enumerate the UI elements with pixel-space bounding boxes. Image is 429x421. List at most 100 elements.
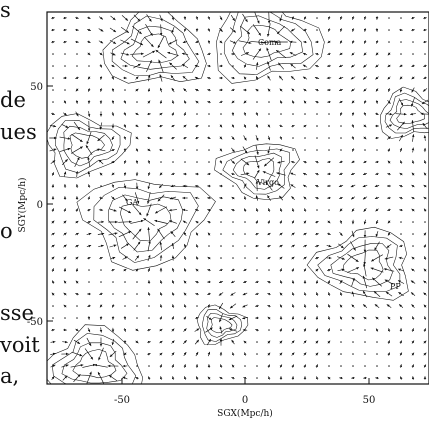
velocity-zero-dot: [316, 209, 318, 211]
velocity-arrow: [387, 328, 391, 332]
velocity-arrow: [339, 16, 343, 20]
velocity-arrow: [167, 51, 179, 56]
velocity-arrow: [279, 352, 283, 356]
velocity-arrow: [99, 52, 103, 56]
velocity-arrow: [383, 268, 395, 272]
velocity-arrow: [400, 160, 403, 164]
velocity-arrow: [73, 121, 81, 131]
velocity-arrow: [385, 124, 393, 128]
velocity-arrow: [351, 160, 355, 164]
velocity-zero-dot: [208, 161, 210, 163]
velocity-zero-dot: [256, 269, 258, 271]
velocity-arrow: [51, 244, 55, 248]
velocity-zero-dot: [364, 329, 366, 331]
velocity-arrow: [279, 148, 283, 152]
velocity-arrow: [195, 268, 199, 272]
velocity-arrow: [243, 100, 247, 104]
velocity-arrow: [279, 14, 283, 22]
velocity-zero-dot: [88, 65, 90, 67]
velocity-arrow: [231, 172, 235, 176]
density-contour-line: [63, 125, 113, 167]
velocity-zero-dot: [268, 113, 270, 115]
velocity-arrow: [339, 52, 343, 56]
velocity-arrow: [130, 38, 144, 46]
velocity-arrow: [59, 147, 71, 152]
velocity-arrow: [267, 316, 271, 320]
velocity-arrow: [303, 100, 307, 104]
velocity-zero-dot: [256, 257, 258, 259]
velocity-arrow: [111, 111, 115, 117]
velocity-zero-dot: [412, 245, 414, 247]
velocity-arrow: [279, 208, 283, 212]
density-contour-line: [389, 99, 429, 129]
velocity-arrow: [423, 208, 427, 212]
velocity-arrow: [262, 171, 276, 177]
velocity-arrow: [143, 218, 155, 226]
density-contour-line: [210, 317, 233, 334]
velocity-arrow: [279, 256, 283, 260]
velocity-arrow: [339, 279, 343, 285]
velocity-arrow: [111, 304, 115, 308]
velocity-arrow: [339, 231, 343, 237]
velocity-arrow: [363, 88, 367, 92]
velocity-arrow: [375, 76, 379, 80]
velocity-arrow: [157, 228, 165, 240]
velocity-arrow: [171, 267, 175, 273]
velocity-arrow: [86, 371, 92, 384]
velocity-arrow: [362, 275, 368, 289]
velocity-arrow: [423, 280, 427, 284]
velocity-arrow: [219, 15, 223, 21]
velocity-zero-dot: [148, 305, 150, 307]
velocity-arrow: [194, 328, 200, 332]
y-tick-label: 50: [30, 82, 43, 93]
velocity-zero-dot: [340, 353, 342, 355]
velocity-zero-dot: [52, 101, 54, 103]
velocity-zero-dot: [76, 53, 78, 55]
velocity-arrow: [120, 52, 130, 56]
velocity-arrow: [183, 88, 187, 92]
velocity-arrow: [267, 352, 271, 356]
velocity-arrow: [183, 136, 187, 140]
velocity-zero-dot: [268, 101, 270, 103]
density-contour-line: [111, 15, 200, 76]
velocity-arrow: [159, 280, 163, 284]
velocity-arrow: [228, 328, 238, 332]
velocity-arrow: [135, 268, 139, 272]
velocity-arrow: [182, 208, 188, 212]
velocity-arrow: [183, 316, 187, 320]
velocity-arrow: [146, 14, 152, 22]
velocity-arrow: [363, 112, 366, 116]
velocity-arrow: [171, 376, 175, 380]
velocity-zero-dot: [76, 317, 78, 319]
velocity-arrow: [111, 148, 115, 152]
density-contour-line: [214, 143, 300, 200]
velocity-arrow: [51, 16, 55, 20]
velocity-zero-dot: [88, 269, 90, 271]
velocity-arrow: [362, 172, 368, 176]
velocity-arrow: [75, 16, 79, 20]
velocity-zero-dot: [316, 125, 318, 127]
velocity-arrow: [168, 39, 178, 45]
velocity-zero-dot: [400, 221, 402, 223]
velocity-zero-dot: [352, 329, 354, 331]
velocity-arrow: [303, 328, 307, 332]
velocity-arrow: [423, 340, 427, 344]
velocity-arrow: [338, 64, 344, 68]
velocity-arrow: [351, 277, 355, 287]
velocity-arrow: [316, 376, 319, 380]
velocity-arrow: [362, 304, 368, 308]
velocity-arrow: [87, 76, 91, 80]
velocity-zero-dot: [376, 365, 378, 367]
velocity-arrow: [411, 87, 415, 93]
velocity-arrow: [374, 241, 380, 251]
velocity-arrow: [238, 40, 252, 45]
velocity-zero-dot: [136, 365, 138, 367]
velocity-arrow: [243, 124, 247, 128]
velocity-arrow: [327, 292, 331, 296]
velocity-zero-dot: [88, 281, 90, 283]
velocity-zero-dot: [292, 149, 294, 151]
velocity-arrow: [387, 376, 391, 380]
velocity-arrow: [97, 232, 105, 236]
velocity-arrow: [255, 88, 259, 92]
density-contour-line: [120, 25, 190, 70]
